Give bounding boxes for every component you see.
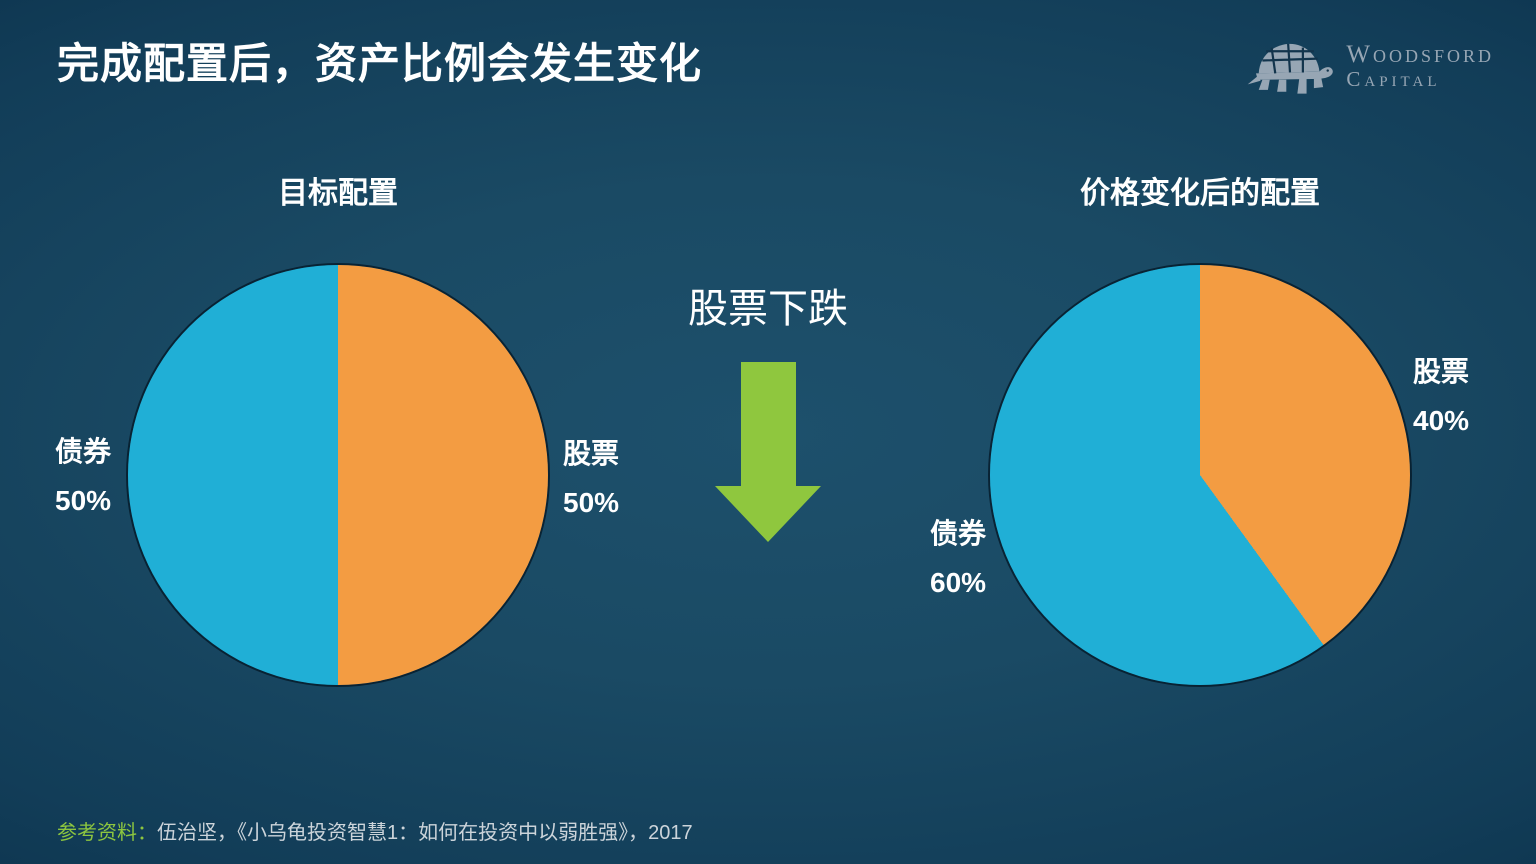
- pie-chart-after-price-change: [990, 265, 1410, 685]
- left-pie-bonds-label: 债券 50%: [55, 438, 111, 515]
- slice-name: 股票: [1413, 356, 1470, 387]
- center-annotation: 股票下跌: [688, 287, 848, 331]
- down-arrow-icon: [712, 362, 824, 549]
- pie-chart-target-allocation: [128, 265, 548, 685]
- tortoise-icon: [1244, 36, 1336, 96]
- logo-company-name: Woodsford: [1346, 40, 1494, 68]
- down-arrow-shape: [715, 362, 821, 542]
- right-chart-title: 价格变化后的配置: [1080, 177, 1320, 210]
- logo-company-suffix: Capital: [1346, 67, 1441, 92]
- footnote-text: 伍治坚，《小乌龟投资智慧1：如何在投资中以弱胜强》，2017: [157, 822, 693, 844]
- company-logo: Woodsford Capital: [1244, 36, 1494, 96]
- slice-name: 债券: [930, 518, 987, 549]
- footnote-prefix: 参考资料：: [57, 822, 157, 844]
- right-pie-bonds-label: 债券 60%: [930, 520, 986, 597]
- left-pie-stocks-label: 股票 50%: [563, 440, 619, 517]
- slice-name: 债券: [55, 436, 112, 467]
- reference-footnote: 参考资料：伍治坚，《小乌龟投资智慧1：如何在投资中以弱胜强》，2017: [57, 816, 693, 845]
- page-title: 完成配置后，资产比例会发生变化: [57, 40, 703, 87]
- slice-percent: 60%: [930, 567, 987, 598]
- left-chart-title: 目标配置: [278, 177, 398, 210]
- slice-percent: 50%: [55, 485, 112, 516]
- slice-name: 股票: [563, 438, 620, 469]
- logo-text: Woodsford Capital: [1346, 41, 1494, 92]
- slice-percent: 50%: [563, 487, 620, 518]
- right-pie-stocks-label: 股票 40%: [1413, 358, 1469, 435]
- slice-percent: 40%: [1413, 405, 1470, 436]
